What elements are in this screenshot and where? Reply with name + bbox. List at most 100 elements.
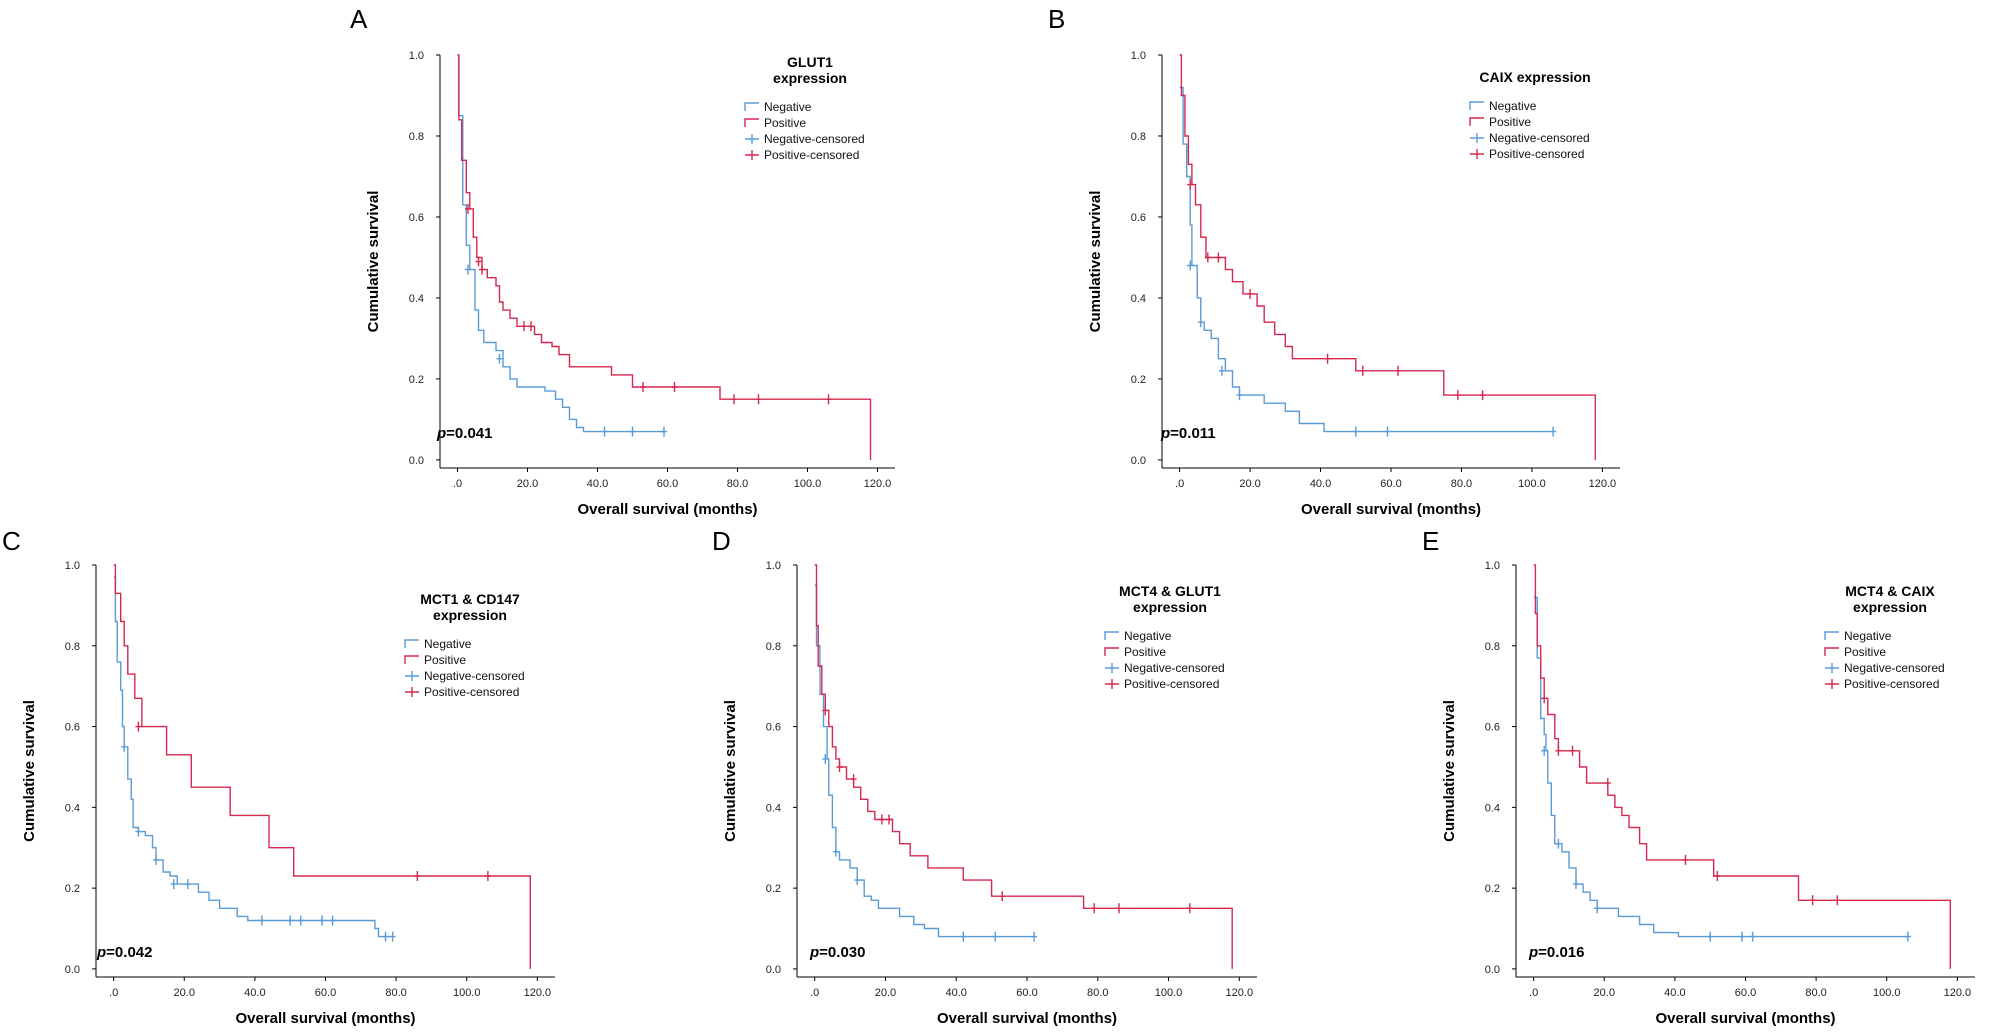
- legend-title: expression: [1853, 599, 1927, 615]
- positive-censored-mark: [1682, 854, 1689, 865]
- legend-censor-swatch: [1825, 663, 1839, 673]
- legend-censor-swatch: [1105, 663, 1119, 673]
- negative-censored-mark: [1218, 365, 1225, 376]
- p-symbol: p: [96, 944, 106, 961]
- legend-title: expression: [433, 607, 507, 623]
- y-tick-label: 0.2: [1131, 374, 1146, 386]
- legend-label: Positive: [1124, 645, 1166, 659]
- positive-censored-mark: [671, 382, 678, 392]
- legend-label: Negative-censored: [1124, 661, 1225, 675]
- positive-censored-mark: [836, 762, 843, 772]
- x-tick-label: 20.0: [1594, 987, 1615, 999]
- y-tick-label: 1.0: [1131, 50, 1146, 62]
- legend-label: Negative: [424, 637, 472, 651]
- x-tick-label: 60.0: [1016, 987, 1037, 999]
- negative-censored-mark: [992, 931, 999, 942]
- panel-c: C 0.0 0.2 0.4 0.6 0.8 1.0 .0 20.0 40.0 60.0 80.0 10…: [2, 526, 555, 1027]
- negative-censored-mark: [960, 931, 967, 942]
- legend-censor-swatch: [1470, 133, 1484, 143]
- legend-label: Positive-censored: [1489, 147, 1584, 161]
- legend-label: Positive-censored: [424, 685, 519, 699]
- positive-censored-mark: [1215, 252, 1222, 263]
- positive-censored-mark: [731, 394, 737, 405]
- legend-line-swatch: [1104, 631, 1119, 640]
- y-tick-label: 0.0: [409, 455, 424, 467]
- x-axis-title: Overall survival (months): [937, 1010, 1117, 1027]
- legend-label: Negative-censored: [1844, 661, 1945, 675]
- p-symbol: p: [1160, 425, 1170, 442]
- x-tick-label: 40.0: [1310, 478, 1331, 490]
- negative-censored-mark: [1187, 260, 1194, 271]
- negative-censored-mark: [661, 426, 667, 437]
- positive-censored-mark: [755, 394, 762, 405]
- x-tick-label: 100.0: [453, 987, 481, 999]
- positive-censored-mark: [465, 203, 471, 214]
- y-axis-title: Cumulative survival: [365, 191, 382, 333]
- p-value-label: p=0.016: [1528, 944, 1584, 961]
- negative-censored-mark: [1236, 390, 1243, 401]
- positive-censored-mark: [1324, 353, 1331, 364]
- positive-censored-mark: [1834, 895, 1841, 906]
- p-value-label: p=0.011: [1160, 425, 1216, 442]
- y-tick-label: 0.6: [1131, 212, 1146, 224]
- negative-censored-mark: [389, 931, 396, 942]
- x-axis-title: Overall survival (months): [1301, 501, 1481, 518]
- negative-censored-mark: [329, 915, 336, 926]
- x-tick-label: 40.0: [244, 987, 265, 999]
- panel-letter: D: [712, 526, 731, 556]
- positive-censored-mark: [1714, 871, 1721, 881]
- negative-censored-mark: [1749, 931, 1756, 942]
- legend-line-swatch: [404, 639, 419, 648]
- x-tick-label: 100.0: [1155, 987, 1183, 999]
- positive-censored-mark: [521, 321, 527, 332]
- legend-line-swatch: [404, 655, 419, 664]
- legend-line-swatch: [744, 118, 759, 127]
- y-tick-label: 1.0: [1485, 560, 1500, 572]
- legend-label: Positive: [1489, 115, 1531, 129]
- x-tick-label: 40.0: [587, 478, 608, 490]
- y-tick-label: 0.8: [1485, 641, 1500, 653]
- y-tick-label: 0.0: [766, 964, 781, 976]
- negative-censored-mark: [170, 879, 177, 890]
- y-tick-label: 1.0: [65, 560, 80, 572]
- legend-censor-swatch: [745, 134, 759, 144]
- x-tick-label: .0: [1529, 987, 1538, 999]
- legend-censor-swatch: [1825, 679, 1839, 689]
- legend-title: expression: [773, 70, 847, 86]
- x-tick-label: 80.0: [727, 478, 748, 490]
- positive-censored-mark: [528, 321, 534, 332]
- positive-censored-mark: [1186, 903, 1193, 914]
- x-tick-label: .0: [453, 478, 462, 490]
- positive-censored-mark: [1555, 745, 1562, 756]
- panel-a: A 0.0 0.2 0.4 0.6 0.8 1.0 .0 20.0 40.0 60.0 80.0 10…: [350, 4, 895, 518]
- legend-line-swatch: [744, 102, 759, 111]
- negative-censored-mark: [1707, 931, 1714, 942]
- x-tick-label: 60.0: [315, 987, 336, 999]
- negative-censored-mark: [1384, 426, 1391, 437]
- y-tick-label: 0.4: [65, 802, 80, 814]
- negative-censored-mark: [184, 879, 191, 890]
- negative-survival-line: [1533, 596, 1908, 938]
- negative-censored-mark: [1739, 931, 1745, 942]
- negative-survival-line: [1179, 86, 1554, 433]
- y-tick-label: 0.8: [766, 641, 781, 653]
- y-axis-title: Cumulative survival: [21, 700, 38, 842]
- positive-censored-mark: [1569, 745, 1576, 756]
- positive-censored-mark: [886, 814, 892, 825]
- y-axis-title: Cumulative survival: [1441, 700, 1458, 842]
- positive-censored-mark: [1541, 693, 1548, 704]
- panel-letter: A: [350, 4, 368, 34]
- y-tick-label: 0.4: [1485, 802, 1500, 814]
- negative-censored-mark: [1197, 317, 1204, 328]
- legend-line-swatch: [1469, 101, 1484, 110]
- x-tick-label: .0: [810, 987, 819, 999]
- legend-line-swatch: [1104, 647, 1119, 656]
- legend-label: Negative: [764, 100, 812, 114]
- y-axis-title: Cumulative survival: [722, 700, 739, 842]
- negative-censored-mark: [153, 854, 159, 865]
- positive-censored-mark: [1091, 903, 1098, 914]
- x-axis-title: Overall survival (months): [1655, 1010, 1835, 1027]
- y-axis-title: Cumulative survival: [1087, 191, 1104, 333]
- negative-censored-mark: [822, 753, 829, 764]
- negative-survival-line: [113, 576, 393, 938]
